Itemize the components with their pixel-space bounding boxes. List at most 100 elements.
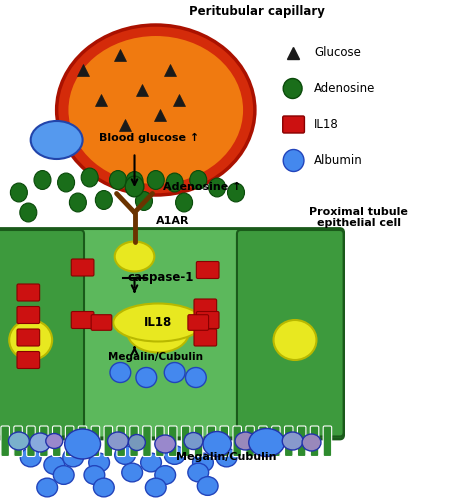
Ellipse shape <box>46 434 63 448</box>
Ellipse shape <box>164 446 185 464</box>
Ellipse shape <box>216 448 237 467</box>
Text: Megalin/Cubulin: Megalin/Cubulin <box>177 452 277 462</box>
Ellipse shape <box>166 173 183 192</box>
Ellipse shape <box>209 178 226 197</box>
Ellipse shape <box>141 453 161 472</box>
Ellipse shape <box>185 368 206 388</box>
Ellipse shape <box>108 432 128 450</box>
FancyBboxPatch shape <box>143 426 151 456</box>
Text: Glucose: Glucose <box>314 46 361 59</box>
FancyBboxPatch shape <box>271 426 280 456</box>
Ellipse shape <box>115 446 135 464</box>
Ellipse shape <box>44 456 65 474</box>
Text: caspase-1: caspase-1 <box>127 271 194 284</box>
Ellipse shape <box>135 192 152 210</box>
FancyBboxPatch shape <box>285 426 293 456</box>
FancyBboxPatch shape <box>297 426 306 456</box>
Ellipse shape <box>176 193 193 212</box>
FancyBboxPatch shape <box>17 329 40 346</box>
Ellipse shape <box>8 432 29 450</box>
FancyBboxPatch shape <box>207 426 216 456</box>
FancyBboxPatch shape <box>194 329 217 346</box>
Ellipse shape <box>203 432 231 456</box>
FancyBboxPatch shape <box>283 116 304 133</box>
FancyBboxPatch shape <box>196 312 219 328</box>
Text: Proximal tubule
epithelial cell: Proximal tubule epithelial cell <box>309 206 408 229</box>
Ellipse shape <box>126 172 143 190</box>
Ellipse shape <box>249 428 285 456</box>
FancyBboxPatch shape <box>52 426 61 456</box>
Text: Adenosine ↑: Adenosine ↑ <box>163 182 241 192</box>
Ellipse shape <box>184 432 203 450</box>
FancyBboxPatch shape <box>259 426 267 456</box>
Text: IL18: IL18 <box>144 316 172 329</box>
Ellipse shape <box>31 121 83 159</box>
FancyBboxPatch shape <box>169 426 177 456</box>
FancyBboxPatch shape <box>246 426 254 456</box>
Ellipse shape <box>188 463 209 482</box>
FancyBboxPatch shape <box>237 230 344 436</box>
Ellipse shape <box>10 183 27 202</box>
Ellipse shape <box>34 170 51 190</box>
Ellipse shape <box>155 466 176 484</box>
FancyBboxPatch shape <box>310 426 319 456</box>
FancyBboxPatch shape <box>188 314 209 330</box>
FancyBboxPatch shape <box>117 426 126 456</box>
Ellipse shape <box>81 168 98 187</box>
FancyBboxPatch shape <box>40 426 48 456</box>
FancyBboxPatch shape <box>156 426 164 456</box>
Ellipse shape <box>155 435 176 453</box>
Text: Adenosine: Adenosine <box>314 82 375 95</box>
FancyBboxPatch shape <box>181 426 190 456</box>
Ellipse shape <box>235 432 256 450</box>
FancyBboxPatch shape <box>91 426 100 456</box>
Text: Albumin: Albumin <box>314 154 362 167</box>
FancyBboxPatch shape <box>71 259 94 276</box>
FancyBboxPatch shape <box>66 426 74 456</box>
Ellipse shape <box>110 362 131 382</box>
Ellipse shape <box>115 242 154 272</box>
Ellipse shape <box>136 368 157 388</box>
FancyBboxPatch shape <box>194 426 203 456</box>
FancyBboxPatch shape <box>78 426 87 456</box>
FancyBboxPatch shape <box>17 352 40 368</box>
Ellipse shape <box>302 434 321 451</box>
Ellipse shape <box>68 36 243 184</box>
FancyBboxPatch shape <box>17 284 40 301</box>
FancyBboxPatch shape <box>130 426 138 456</box>
FancyBboxPatch shape <box>196 262 219 278</box>
Ellipse shape <box>30 433 51 452</box>
Ellipse shape <box>128 434 145 450</box>
Ellipse shape <box>228 183 244 202</box>
Ellipse shape <box>37 478 58 497</box>
FancyBboxPatch shape <box>104 426 112 456</box>
Ellipse shape <box>110 170 126 190</box>
FancyBboxPatch shape <box>27 426 35 456</box>
Ellipse shape <box>93 478 114 497</box>
Ellipse shape <box>122 463 143 482</box>
Ellipse shape <box>283 150 304 172</box>
FancyBboxPatch shape <box>14 426 22 456</box>
Ellipse shape <box>53 466 74 484</box>
FancyBboxPatch shape <box>73 229 248 438</box>
Ellipse shape <box>89 453 110 472</box>
FancyBboxPatch shape <box>233 426 242 456</box>
Ellipse shape <box>9 320 52 360</box>
Ellipse shape <box>164 362 185 382</box>
FancyBboxPatch shape <box>323 426 332 456</box>
Text: Blood glucose ↑: Blood glucose ↑ <box>99 132 199 142</box>
FancyBboxPatch shape <box>17 306 40 324</box>
FancyBboxPatch shape <box>194 299 217 316</box>
Text: A1AR: A1AR <box>156 216 189 226</box>
FancyBboxPatch shape <box>220 426 228 456</box>
Ellipse shape <box>113 304 203 342</box>
FancyBboxPatch shape <box>71 312 94 328</box>
Ellipse shape <box>147 170 164 190</box>
Ellipse shape <box>125 176 144 197</box>
Ellipse shape <box>58 173 75 192</box>
Ellipse shape <box>20 203 37 222</box>
Ellipse shape <box>69 193 86 212</box>
Ellipse shape <box>84 466 105 484</box>
Ellipse shape <box>283 78 302 98</box>
Ellipse shape <box>197 476 218 496</box>
